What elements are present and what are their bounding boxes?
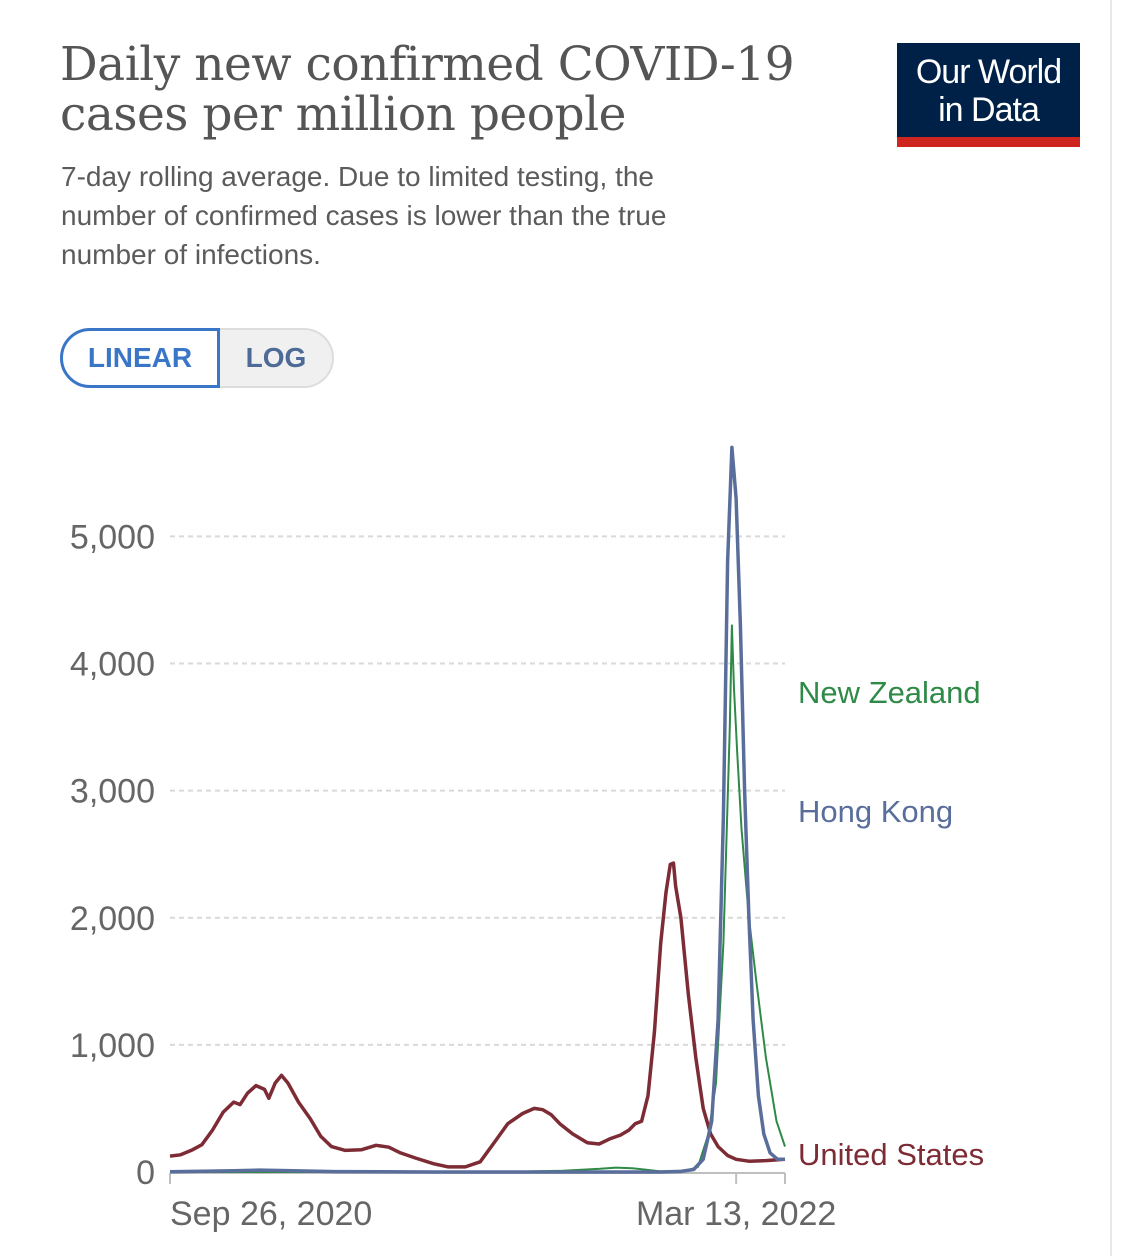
owid-logo[interactable]: Our World in Data bbox=[897, 43, 1080, 147]
series-label-hong-kong[interactable]: Hong Kong bbox=[798, 794, 953, 829]
owid-logo-line2: in Data bbox=[938, 91, 1040, 129]
series-line-united-states[interactable] bbox=[169, 861, 786, 1169]
log-scale-button[interactable]: LOG bbox=[220, 328, 334, 388]
chart-title: Daily new confirmed COVID-19 cases per m… bbox=[60, 40, 860, 140]
x-tick-label: Mar 13, 2022 bbox=[636, 1195, 836, 1233]
series-line-hong-kong[interactable] bbox=[169, 445, 785, 1174]
series-labels: United States Hong Kong New Zealand bbox=[798, 675, 984, 1172]
y-axis-ticks: 0 1,000 2,000 3,000 4,000 5,000 bbox=[70, 518, 155, 1192]
owid-logo-text: Our World in Data bbox=[897, 53, 1080, 129]
y-tick-label: 1,000 bbox=[70, 1027, 155, 1065]
chart-title-line2: cases per million people bbox=[60, 87, 626, 142]
line-chart: 0 1,000 2,000 3,000 4,000 5,000 Sep 26, 2020 M… bbox=[70, 445, 984, 1233]
y-tick-label: 0 bbox=[136, 1154, 155, 1192]
chart-subtitle: 7-day rolling average. Due to limited te… bbox=[61, 157, 821, 274]
x-axis: Sep 26, 2020 Mar 13, 2022 bbox=[169, 1172, 836, 1233]
owid-logo-bar bbox=[897, 137, 1080, 147]
chart-subtitle-line2: number of confirmed cases is lower than … bbox=[61, 200, 667, 231]
owid-logo-line1: Our World bbox=[915, 53, 1062, 91]
series-label-united-states[interactable]: United States bbox=[798, 1137, 984, 1172]
x-tick-label: Sep 26, 2020 bbox=[170, 1195, 372, 1233]
series-lines bbox=[169, 445, 786, 1174]
grid-lines bbox=[170, 535, 785, 1046]
y-tick-label: 5,000 bbox=[70, 518, 155, 556]
chart-title-line1: Daily new confirmed COVID-19 bbox=[60, 37, 795, 92]
linear-scale-button[interactable]: LINEAR bbox=[60, 328, 220, 388]
chart-subtitle-line3: number of infections. bbox=[61, 239, 321, 270]
y-tick-label: 4,000 bbox=[70, 646, 155, 684]
y-tick-label: 2,000 bbox=[70, 900, 155, 938]
scale-toggle: LINEAR LOG bbox=[60, 328, 334, 388]
y-tick-label: 3,000 bbox=[70, 773, 155, 811]
chart-subtitle-line1: 7-day rolling average. Due to limited te… bbox=[61, 161, 654, 192]
series-label-new-zealand[interactable]: New Zealand bbox=[798, 675, 981, 710]
